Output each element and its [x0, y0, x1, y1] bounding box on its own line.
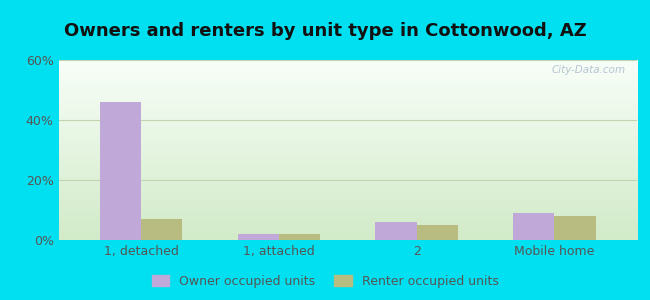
Bar [100, 102, 141, 240]
Bar [375, 222, 417, 240]
Bar [237, 234, 279, 240]
Legend: Owner occupied units, Renter occupied units: Owner occupied units, Renter occupied un… [146, 268, 504, 294]
Text: City-Data.com: City-Data.com [551, 65, 625, 75]
Bar [554, 216, 595, 240]
Bar [417, 225, 458, 240]
Text: Owners and renters by unit type in Cottonwood, AZ: Owners and renters by unit type in Cotto… [64, 22, 586, 40]
Bar [141, 219, 183, 240]
Bar [513, 213, 554, 240]
Bar [279, 234, 320, 240]
